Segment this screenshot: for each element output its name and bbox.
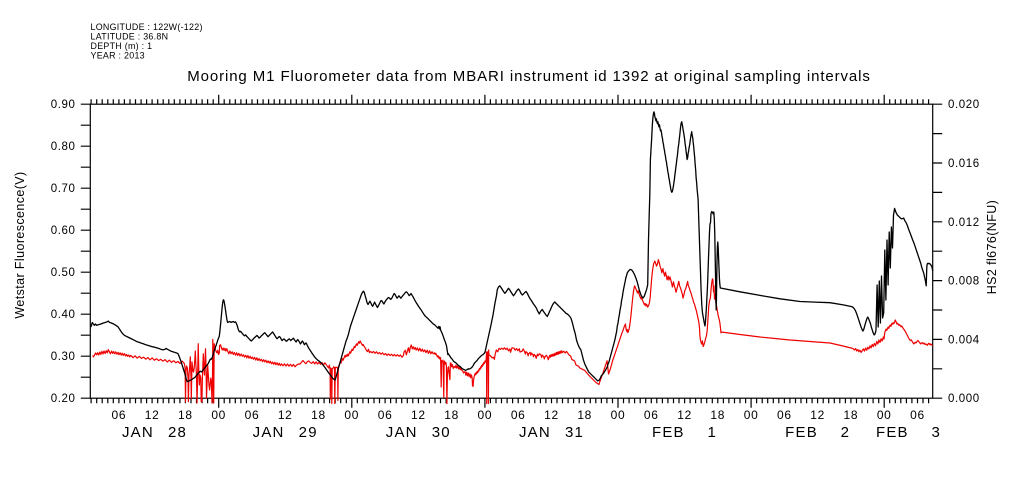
svg-text:0.90: 0.90 [51,99,76,111]
svg-text:FEB 2: FEB 2 [785,424,850,441]
svg-text:JAN 28: JAN 28 [122,424,187,441]
svg-text:HS2 fl676(NFU): HS2 fl676(NFU) [985,200,999,295]
svg-text:12: 12 [145,408,160,422]
svg-text:18: 18 [577,408,592,422]
svg-text:06: 06 [910,408,925,422]
svg-text:JAN 30: JAN 30 [386,424,451,441]
svg-text:JAN 29: JAN 29 [253,424,318,441]
svg-text:0.50: 0.50 [51,267,76,279]
svg-text:FEB 3: FEB 3 [876,424,941,441]
svg-text:YEAR : 2013: YEAR : 2013 [91,51,145,61]
svg-text:Wetstar Fluorescence(V): Wetstar Fluorescence(V) [13,171,27,318]
svg-text:FEB 1: FEB 1 [652,424,717,441]
svg-text:00: 00 [478,408,493,422]
svg-text:00: 00 [877,408,892,422]
svg-text:Mooring M1 Fluorometer data fr: Mooring M1 Fluorometer data from MBARI i… [187,68,871,85]
svg-text:06: 06 [378,408,393,422]
svg-text:00: 00 [611,408,626,422]
svg-text:0.012: 0.012 [948,217,980,229]
svg-text:00: 00 [211,408,226,422]
svg-text:0.30: 0.30 [51,351,76,363]
svg-text:0.008: 0.008 [948,276,980,288]
svg-text:18: 18 [710,408,725,422]
svg-text:0.70: 0.70 [51,183,76,195]
svg-text:18: 18 [444,408,459,422]
svg-text:06: 06 [112,408,127,422]
svg-text:0.60: 0.60 [51,225,76,237]
svg-text:00: 00 [744,408,759,422]
svg-text:06: 06 [511,408,526,422]
svg-text:DEPTH (m) : 1: DEPTH (m) : 1 [91,41,153,51]
svg-text:12: 12 [677,408,692,422]
svg-text:0.000: 0.000 [948,393,980,405]
svg-text:12: 12 [411,408,426,422]
svg-text:0.004: 0.004 [948,334,980,346]
svg-text:18: 18 [311,408,326,422]
svg-text:0.016: 0.016 [948,158,980,170]
svg-text:LATITUDE : 36.8N: LATITUDE : 36.8N [91,32,169,42]
svg-text:06: 06 [245,408,260,422]
svg-text:12: 12 [810,408,825,422]
svg-text:12: 12 [278,408,293,422]
svg-text:0.20: 0.20 [51,393,76,405]
svg-text:12: 12 [544,408,559,422]
svg-text:18: 18 [178,408,193,422]
svg-text:00: 00 [344,408,359,422]
svg-text:JAN 31: JAN 31 [519,424,584,441]
svg-text:0.40: 0.40 [51,309,76,321]
svg-text:LONGITUDE : 122W(-122): LONGITUDE : 122W(-122) [91,22,203,32]
svg-text:06: 06 [644,408,659,422]
svg-text:18: 18 [844,408,859,422]
svg-text:0.020: 0.020 [948,99,980,111]
svg-text:0.80: 0.80 [51,141,76,153]
svg-text:06: 06 [777,408,792,422]
